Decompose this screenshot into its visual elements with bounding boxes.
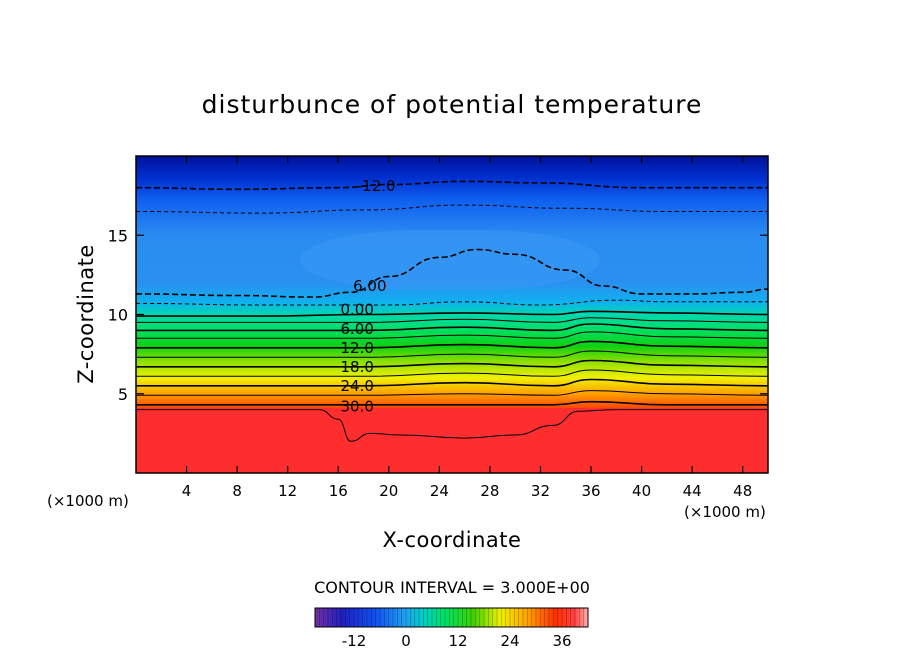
x-tick-label: 4: [182, 482, 192, 500]
contour-line: [136, 400, 768, 406]
contour-line: [136, 340, 768, 349]
contour-line: [136, 359, 768, 368]
contour-label: -12.0: [357, 177, 396, 195]
contour-line: [136, 299, 768, 306]
contour-line: [136, 369, 768, 377]
y-axis-label: Z-coordinate: [74, 244, 98, 384]
x-axis: 4 8 12 16 20 24 28 32 36 40 44 48: [182, 156, 752, 500]
x-tick-label: 40: [632, 482, 651, 500]
y-tick-label: 5: [118, 385, 128, 404]
contour-label: 6.00: [353, 277, 386, 295]
y-tick-label: 15: [108, 226, 128, 245]
contour-line: [136, 390, 768, 396]
x-unit-left: (×1000 m): [47, 492, 129, 510]
x-tick-label: 16: [329, 482, 348, 500]
warm-bubble-lower-layer: [136, 408, 768, 473]
y-axis: 5 10 15: [108, 226, 768, 404]
x-tick-label: 44: [683, 482, 702, 500]
contour-line: [136, 378, 768, 387]
x-tick-label: 28: [480, 482, 499, 500]
x-tick-label: 32: [531, 482, 550, 500]
x-tick-label: 20: [379, 482, 398, 500]
colorbar-tick-label: 24: [500, 632, 519, 650]
contour-line: [136, 204, 768, 214]
contour-line: [136, 409, 768, 442]
colorbar-tick-label: 36: [552, 632, 571, 650]
colorbar-tick-label: 0: [401, 632, 411, 650]
colorbar-tick-label: 12: [448, 632, 467, 650]
contour-line: [136, 323, 768, 332]
colorbar-ticks: -12 0 12 24 36: [342, 632, 572, 650]
colorbar: [314, 607, 589, 628]
chart-title: disturbunce of potential temperature: [202, 90, 703, 119]
contour-label: 18.0: [340, 358, 373, 376]
contour-lines: [136, 180, 768, 442]
contour-label: 24.0: [340, 377, 373, 395]
contour-line: [136, 350, 768, 358]
contour-line: [136, 331, 768, 339]
x-unit-right: (×1000 m): [684, 503, 766, 521]
x-tick-label: 24: [430, 482, 449, 500]
contour-label: 30.0: [340, 397, 373, 415]
x-tick-label: 48: [733, 482, 752, 500]
contour-label: 0.00: [340, 301, 373, 319]
contour-line: [136, 248, 768, 298]
x-tick-label: 8: [232, 482, 242, 500]
contour-line: [136, 310, 768, 317]
x-tick-label: 12: [278, 482, 297, 500]
contour-label: 12.0: [340, 339, 373, 357]
cool-dome-region: [300, 230, 600, 290]
x-tick-label: 36: [581, 482, 600, 500]
contour-line: [136, 180, 768, 191]
contour-line: [136, 317, 768, 323]
colorbar-tick-label: -12: [342, 632, 367, 650]
x-axis-label: X-coordinate: [383, 528, 522, 552]
colorbar-divisions: [319, 608, 584, 627]
contour-label: 6.00: [340, 320, 373, 338]
y-tick-label: 10: [108, 306, 128, 325]
contour-interval-text: CONTOUR INTERVAL = 3.000E+00: [314, 578, 590, 597]
